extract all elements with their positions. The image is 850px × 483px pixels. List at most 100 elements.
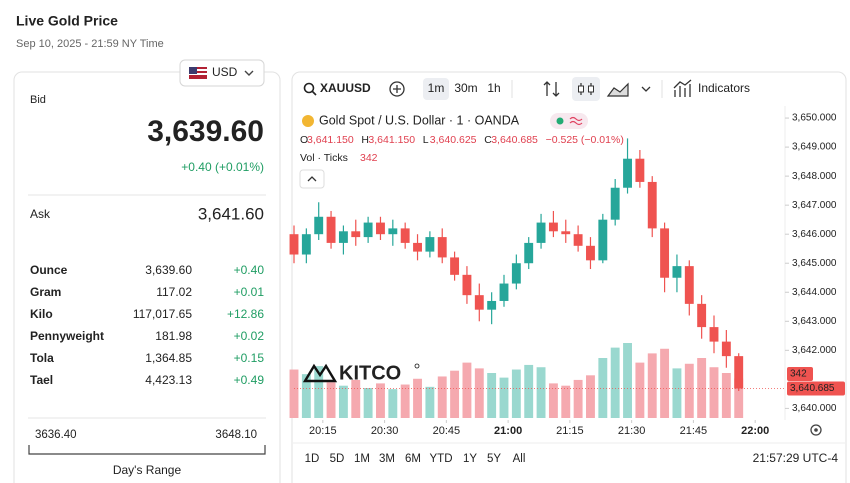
range-button[interactable]: YTD — [430, 453, 453, 465]
y-tick-label: 3,643.000 — [792, 316, 837, 327]
y-tick-label: 3,649.000 — [792, 142, 837, 153]
range-button[interactable]: 1Y — [463, 453, 477, 465]
ohlc-value: 3,640.685 — [491, 134, 538, 146]
candle-body — [548, 222, 558, 232]
candle-body — [314, 216, 324, 235]
volume-label: Vol · Ticks — [300, 152, 348, 164]
clock: 21:57:29 UTC-4 — [753, 451, 839, 465]
area-icon[interactable] — [606, 82, 629, 97]
market-open-dot — [556, 117, 564, 125]
candle-body — [734, 356, 744, 389]
page-title: Live Gold Price — [16, 13, 118, 29]
range-button[interactable]: 1M — [354, 453, 370, 465]
range-button[interactable]: All — [513, 453, 526, 465]
select-box[interactable] — [179, 59, 265, 87]
currency-select[interactable]: USD — [179, 59, 265, 87]
x-tick-label: 20:45 — [433, 425, 461, 437]
candle-body — [474, 295, 484, 310]
ohlc-key: H — [361, 134, 369, 146]
watermark-logo — [302, 363, 338, 383]
range-button[interactable]: 6M — [405, 453, 421, 465]
range-button[interactable]: 3M — [379, 453, 395, 465]
volume-bar — [462, 362, 472, 418]
indicators-icon[interactable] — [673, 79, 692, 97]
interval-active — [423, 78, 449, 100]
volume-bar — [511, 369, 521, 418]
indicators-button[interactable]: Indicators — [698, 81, 750, 95]
volume-bar — [660, 348, 670, 418]
volume-bar — [573, 379, 583, 418]
volume-bar — [487, 373, 497, 418]
candle-body — [524, 242, 534, 264]
interval-button[interactable]: 1h — [487, 81, 500, 95]
y-tick-label: 3,645.000 — [792, 258, 837, 269]
volume-bar — [721, 373, 731, 418]
currency-label[interactable]: USD — [212, 65, 238, 79]
ohlc-value: 3,640.625 — [430, 134, 477, 146]
volume-bar — [734, 378, 744, 418]
collapse-button[interactable] — [299, 169, 325, 189]
x-tick-label: 21:00 — [494, 425, 522, 437]
range-low: 3636.40 — [35, 429, 77, 441]
volume-bar — [524, 364, 534, 418]
candle-body — [413, 242, 422, 252]
search-icon[interactable] — [303, 82, 315, 94]
volume-bar — [425, 386, 435, 418]
volume-bar — [647, 353, 657, 418]
range-button[interactable]: 5Y — [487, 453, 501, 465]
volume-bar — [363, 388, 373, 418]
volume-bar — [351, 379, 361, 418]
delayed-icon — [569, 116, 583, 126]
unit-price: 181.98 — [155, 329, 192, 343]
bid-change: +0.40 (+0.01%) — [181, 160, 264, 174]
bid-price: 3,639.60 — [147, 115, 264, 148]
volume-bar — [709, 367, 719, 418]
unit-table: Ounce 3,639.60 +0.40 Gram 117.02 +0.01 Kilo 117… — [30, 263, 264, 387]
unit-change: +0.49 — [234, 373, 265, 387]
y-tick-label: 3,644.000 — [792, 287, 837, 298]
price-tag — [787, 381, 845, 396]
plot-area — [289, 138, 785, 418]
candle-body — [289, 234, 299, 255]
volume-bar — [697, 358, 707, 418]
chevron — [244, 70, 254, 76]
coin-icon — [302, 115, 314, 127]
bar-style-icon[interactable] — [543, 81, 560, 97]
bid-label: Bid — [30, 94, 46, 106]
time-axis: 20:15 20:30 20:45 21:00 21:15 21:30 21:45 22:00 — [309, 420, 769, 437]
range-button[interactable]: 1D — [305, 453, 320, 465]
chevron[interactable] — [641, 86, 651, 92]
candle-body — [623, 158, 632, 188]
volume-bar — [400, 384, 410, 418]
ohlc-key: L — [423, 134, 429, 146]
status-pill — [550, 113, 588, 129]
unit-change: +0.15 — [234, 351, 265, 365]
chevron-up — [307, 176, 317, 182]
ask-label: Ask — [30, 207, 51, 221]
settings-button[interactable] — [810, 424, 822, 436]
compare-button[interactable] — [389, 81, 405, 97]
candle-body — [536, 222, 546, 243]
volume-bar — [388, 389, 398, 418]
candle-body — [561, 231, 571, 235]
volume-bar — [536, 367, 546, 418]
candle-body — [400, 228, 410, 243]
interval-button[interactable]: 1m — [428, 81, 445, 95]
candle-body — [511, 263, 521, 284]
candle-body — [462, 274, 472, 296]
candle-body — [351, 231, 361, 238]
symbol[interactable]: XAUUSD — [320, 81, 371, 95]
ohlc-value: 3,641.150 — [307, 134, 354, 146]
candle-body — [684, 266, 694, 304]
chart-type-button[interactable] — [572, 77, 600, 101]
candle-body — [598, 219, 608, 261]
candle-body — [672, 266, 682, 278]
candle-body — [450, 257, 460, 275]
unit-name: Ounce — [30, 263, 68, 277]
interval-button[interactable]: 30m — [454, 81, 477, 95]
range-button[interactable]: 5D — [330, 453, 345, 465]
ohlc-value: 3,641.150 — [368, 134, 415, 146]
unit-price: 4,423.13 — [145, 373, 192, 387]
ohlc-change: −0.525 (−0.01%) — [546, 134, 624, 146]
